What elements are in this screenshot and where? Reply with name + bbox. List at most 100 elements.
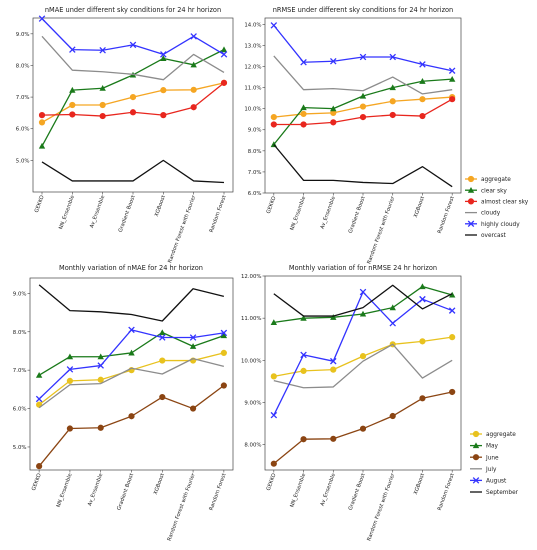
data-point	[38, 119, 46, 126]
data-point	[300, 436, 307, 443]
series-almost-clear-sky	[38, 79, 228, 120]
series-july	[273, 343, 453, 389]
x-tick-label: NN_Ensemble	[289, 196, 307, 232]
data-point	[159, 393, 166, 401]
legend-label: aggregate	[481, 177, 511, 183]
y-tick-label: 8.0%	[13, 330, 27, 336]
data-point	[270, 113, 277, 121]
series-july	[38, 357, 225, 409]
legend-marker	[467, 198, 475, 205]
series-line	[41, 18, 225, 56]
data-point	[99, 85, 106, 91]
series-highly-cloudy	[270, 22, 456, 74]
x-tick-label: Gradient Boost	[348, 473, 367, 512]
data-point	[160, 87, 167, 94]
x-tick-label: NN_Ensemble	[56, 473, 74, 509]
y-tick-label: 7.0%	[248, 170, 262, 176]
data-point	[389, 412, 396, 420]
data-point	[160, 51, 167, 58]
data-point	[359, 353, 367, 360]
data-point	[129, 109, 137, 116]
data-point	[449, 334, 456, 341]
data-point	[419, 112, 426, 120]
data-point	[389, 84, 396, 91]
data-point	[99, 101, 106, 109]
data-point	[97, 424, 104, 431]
data-point	[419, 61, 426, 68]
data-point	[449, 96, 456, 103]
data-point	[300, 367, 307, 374]
legend-label: cloudy	[481, 211, 501, 217]
y-tick-label: 6.0%	[248, 191, 262, 197]
series-clear-sky	[270, 75, 456, 148]
series-line	[273, 24, 453, 72]
y-tick-label: 14.0%	[244, 22, 261, 28]
data-point	[419, 295, 426, 303]
data-point	[159, 334, 166, 341]
data-point	[330, 57, 337, 65]
data-point	[389, 111, 396, 119]
series-june	[36, 382, 227, 470]
data-point	[220, 332, 228, 339]
data-point	[220, 51, 228, 58]
data-point	[35, 371, 43, 378]
y-tick-label: 9.0%	[16, 32, 30, 38]
legend-marker	[472, 442, 480, 449]
legend-label: almost clear sky	[481, 200, 529, 206]
y-tick-label: 7.0%	[13, 368, 27, 374]
data-point	[220, 79, 228, 86]
chart-title: nMAE under different sky conditions for …	[45, 6, 221, 14]
series-overcast	[41, 159, 225, 184]
series-line	[41, 159, 225, 184]
data-point	[190, 104, 197, 111]
series-cloudy	[41, 35, 225, 81]
x-tick-label: Av_Ensemble	[89, 195, 106, 229]
data-point	[38, 112, 46, 119]
legend-label: July	[485, 467, 497, 473]
data-point	[330, 105, 337, 112]
series-highly-cloudy	[38, 15, 228, 58]
chart-panel-bottom-left: Monthly variation of nMAE for 24 hr hori…	[13, 264, 234, 542]
data-point	[97, 362, 104, 369]
x-tick-label: Random Forest with Fourier	[167, 472, 197, 542]
data-point	[300, 351, 307, 359]
x-tick-label: Av_Ensemble	[320, 196, 337, 230]
data-point	[189, 405, 197, 412]
x-tick-label: Gradient Boost	[348, 196, 367, 235]
legend-label: August	[486, 479, 507, 485]
x-tick-label: XGBoost	[413, 473, 426, 496]
data-point	[359, 92, 367, 99]
legend-label: aggregate	[486, 432, 516, 438]
y-tick-label: 10.0%	[244, 107, 261, 113]
data-point	[160, 55, 167, 62]
data-point	[448, 67, 456, 74]
series-line	[273, 343, 453, 389]
chart-title: nRMSE under different sky conditions for…	[273, 6, 454, 14]
y-tick-label: 6.0%	[13, 407, 27, 413]
series-august	[35, 326, 228, 403]
data-point	[359, 103, 367, 110]
data-point	[99, 47, 106, 54]
x-tick-label: NN_Ensemble	[58, 195, 76, 231]
data-point	[99, 112, 106, 120]
x-tick-label: Random Forest	[209, 195, 228, 234]
data-point	[300, 104, 307, 111]
data-point	[128, 349, 135, 356]
data-point	[220, 382, 227, 389]
x-tick-label: Random Forest	[437, 196, 456, 235]
series-line	[273, 144, 453, 188]
data-point	[189, 343, 197, 349]
data-point	[35, 395, 43, 403]
x-tick-label: Gradient Boost	[116, 473, 135, 512]
x-tick-label: Random Forest	[209, 473, 228, 512]
x-tick-label: Av_Ensemble	[320, 473, 337, 507]
x-tick-label: NN_Ensemble	[289, 473, 307, 509]
y-tick-label: 8.00%	[244, 443, 261, 449]
series-june	[270, 388, 456, 467]
data-point	[220, 46, 228, 53]
data-point	[330, 119, 337, 126]
x-tick-label: GEKKO	[266, 473, 278, 492]
y-tick-label: 11.00%	[241, 316, 262, 322]
series-line	[38, 357, 225, 409]
data-point	[448, 75, 456, 82]
